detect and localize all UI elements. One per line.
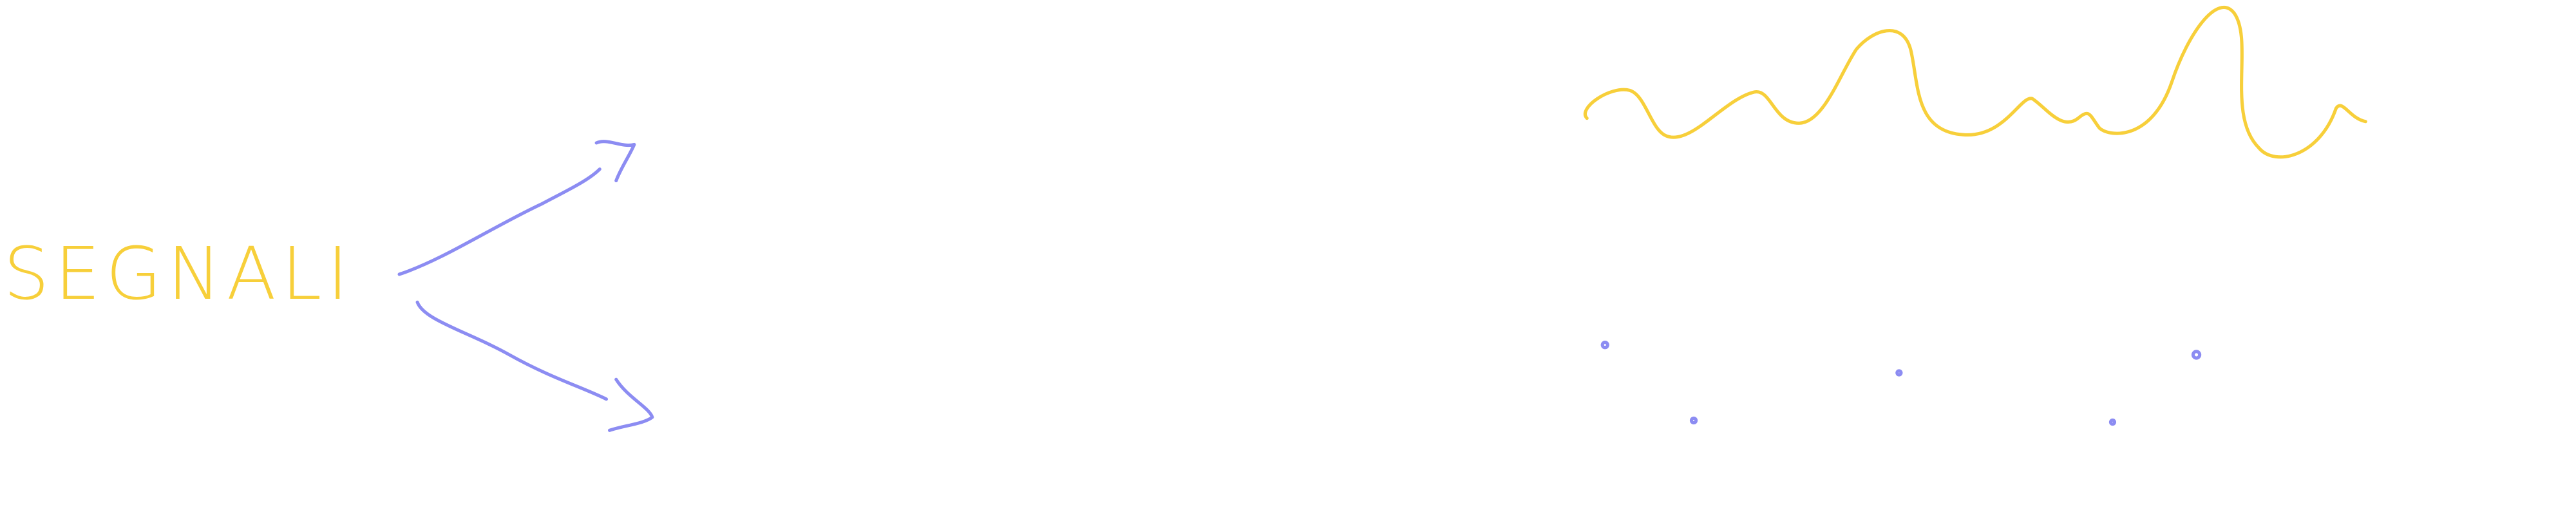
dot [1600,341,1609,350]
dot [1895,369,1903,377]
dot [2108,418,2117,426]
dot [1689,416,1698,425]
dot [2191,350,2202,360]
wavy-signal [1584,5,2367,159]
arrow-up-head [594,140,636,183]
handwritten-label: SEGNALI [3,232,348,316]
arrow-down [415,300,608,401]
arrow-down-head [608,377,654,432]
arrow-up [397,167,601,276]
